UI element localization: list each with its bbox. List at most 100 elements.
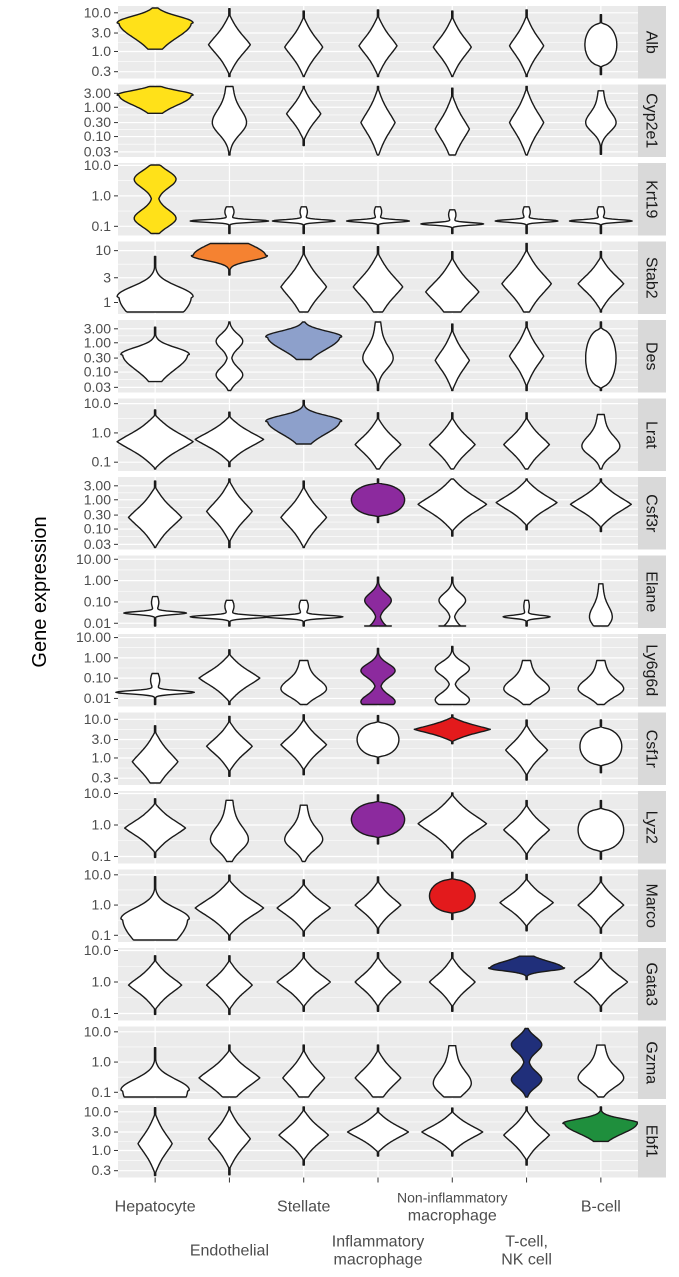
facet-label: Elane bbox=[643, 571, 660, 612]
violin-lyz2-t-cell-nk-cell bbox=[503, 799, 551, 860]
violin-lyz2-non-inflammatory-macrophage bbox=[417, 792, 488, 859]
violin-ebf1-b-cell bbox=[562, 1106, 640, 1143]
facet-label: Stab2 bbox=[643, 257, 660, 299]
violin-lyz2-b-cell bbox=[577, 799, 625, 860]
violin-des-hepatocyte bbox=[120, 326, 190, 383]
violin-gzma-non-inflammatory-macrophage bbox=[432, 1045, 472, 1098]
violin-csf3r-stellate bbox=[280, 480, 328, 549]
y-tick-label: 1.0 bbox=[92, 897, 112, 913]
y-tick-label: 1.0 bbox=[92, 817, 112, 833]
violin-krt19-non-inflammatory-macrophage bbox=[420, 209, 485, 235]
facet-strip bbox=[638, 1105, 666, 1178]
violin-lyz2-stellate bbox=[284, 804, 324, 863]
facet-panel-ly6g6d: 10.00 1.00 0.10 0.01 Ly6g6d bbox=[76, 629, 666, 707]
violin-csf1r-non-inflammatory-macrophage bbox=[413, 714, 491, 745]
violin-csf3r-endothelial bbox=[205, 478, 253, 549]
y-tick-label: 0.3 bbox=[92, 770, 112, 786]
y-tick-label: 10.0 bbox=[84, 942, 111, 958]
violin-ebf1-t-cell-nk-cell bbox=[503, 1106, 551, 1166]
violin-lrat-stellate bbox=[265, 399, 343, 445]
violin-marco-hepatocyte bbox=[120, 876, 190, 941]
violin-des-t-cell-nk-cell bbox=[508, 321, 545, 392]
y-tick-label: 0.01 bbox=[84, 690, 111, 706]
facet-strip bbox=[638, 712, 666, 785]
violin-gata3-inflammatory-macrophage bbox=[354, 952, 402, 1012]
facet-panel-csf3r: 3.001.000.300.100.03 Csf3r bbox=[84, 477, 666, 552]
y-tick-label: 0.1 bbox=[92, 1005, 112, 1021]
y-tick-label: 1.00 bbox=[84, 491, 111, 507]
violin-ly6g6d-endothelial bbox=[198, 649, 261, 706]
violin-lrat-endothelial bbox=[194, 411, 265, 468]
violin-cyp2e1-inflammatory-macrophage bbox=[360, 85, 396, 156]
y-tick-label: 10.0 bbox=[84, 4, 111, 20]
violin-marco-stellate bbox=[276, 879, 331, 937]
violin-elane-b-cell bbox=[588, 583, 613, 627]
violin-krt19-t-cell-nk-cell bbox=[494, 206, 559, 235]
facet-panel-stab2: 10 3 1 Stab2 bbox=[95, 241, 666, 314]
violin-csf1r-t-cell-nk-cell bbox=[505, 719, 549, 781]
facet-strip bbox=[638, 84, 666, 157]
x-category-label: T-cell, bbox=[505, 1234, 548, 1251]
y-tick-label: 0.1 bbox=[92, 848, 112, 864]
violin-gata3-non-inflammatory-macrophage bbox=[428, 952, 476, 1012]
facet-strip bbox=[638, 477, 666, 550]
violin-cyp2e1-t-cell-nk-cell bbox=[508, 85, 545, 156]
violin-krt19-hepatocyte bbox=[133, 164, 177, 235]
violin-marco-inflammatory-macrophage bbox=[354, 876, 402, 934]
violin-elane-inflammatory-macrophage bbox=[364, 576, 392, 627]
facet-label: Gzma bbox=[643, 1041, 660, 1084]
violin-lyz2-hepatocyte bbox=[124, 798, 187, 859]
y-tick-label: 0.1 bbox=[92, 454, 112, 470]
y-tick-label: 0.03 bbox=[84, 379, 111, 395]
violin-ebf1-stellate bbox=[278, 1106, 330, 1166]
violin-des-b-cell bbox=[585, 321, 617, 392]
facet-strip bbox=[638, 1026, 666, 1099]
facet-label: Cyp2e1 bbox=[643, 93, 660, 148]
violin-des-non-inflammatory-macrophage bbox=[434, 323, 471, 392]
y-tick-label: 1.0 bbox=[92, 974, 112, 990]
violin-csf1r-inflammatory-macrophage bbox=[356, 714, 400, 765]
violin-alb-inflammatory-macrophage bbox=[358, 9, 398, 78]
y-tick-label: 0.10 bbox=[84, 364, 111, 380]
y-tick-label: 0.10 bbox=[84, 521, 111, 537]
facet-panel-lyz2: 10.0 1.0 0.1 Lyz2 bbox=[84, 785, 666, 864]
y-tick-label: 0.03 bbox=[84, 536, 111, 552]
violin-alb-endothelial bbox=[207, 7, 251, 78]
y-tick-label: 0.10 bbox=[84, 593, 111, 609]
violin-gzma-stellate bbox=[282, 1044, 326, 1098]
y-tick-label: 1.00 bbox=[84, 99, 111, 115]
y-tick-label: 0.10 bbox=[84, 670, 111, 686]
violin-elane-t-cell-nk-cell bbox=[502, 599, 551, 627]
violin-csf1r-hepatocyte bbox=[131, 725, 179, 784]
violin-lrat-non-inflammatory-macrophage bbox=[428, 412, 476, 470]
violin-ly6g6d-stellate bbox=[280, 659, 328, 706]
violin-krt19-stellate bbox=[271, 206, 336, 235]
violin-gata3-endothelial bbox=[205, 955, 253, 1016]
violin-stab2-non-inflammatory-macrophage bbox=[425, 251, 480, 313]
violin-des-inflammatory-macrophage bbox=[362, 321, 394, 392]
y-tick-label: 0.10 bbox=[84, 128, 111, 144]
facet-label: Krt19 bbox=[643, 180, 660, 218]
facet-strip bbox=[638, 791, 666, 864]
y-tick-label: 0.3 bbox=[92, 63, 112, 79]
violin-lrat-hepatocyte bbox=[116, 409, 194, 470]
y-tick-label: 1.00 bbox=[84, 572, 111, 588]
y-tick-label: 3 bbox=[103, 269, 111, 285]
violin-des-stellate bbox=[265, 321, 343, 361]
y-tick-label: 10.0 bbox=[84, 395, 111, 411]
x-category-label: NK cell bbox=[501, 1252, 552, 1269]
facet-strip bbox=[638, 948, 666, 1021]
violin-cyp2e1-hepatocyte bbox=[116, 85, 194, 114]
facet-label: Lyz2 bbox=[643, 811, 660, 844]
y-tick-label: 0.30 bbox=[84, 114, 111, 130]
y-tick-label: 1.0 bbox=[92, 424, 112, 440]
x-category-label: macrophage bbox=[408, 1208, 497, 1225]
y-tick-label: 1.00 bbox=[84, 649, 111, 665]
violin-gata3-b-cell bbox=[573, 952, 629, 1012]
y-tick-label: 0.1 bbox=[92, 218, 112, 234]
violin-ly6g6d-t-cell-nk-cell bbox=[503, 659, 551, 706]
y-tick-label: 3.00 bbox=[84, 320, 111, 336]
y-tick-label: 0.30 bbox=[84, 507, 111, 523]
violin-marco-endothelial bbox=[194, 874, 265, 941]
